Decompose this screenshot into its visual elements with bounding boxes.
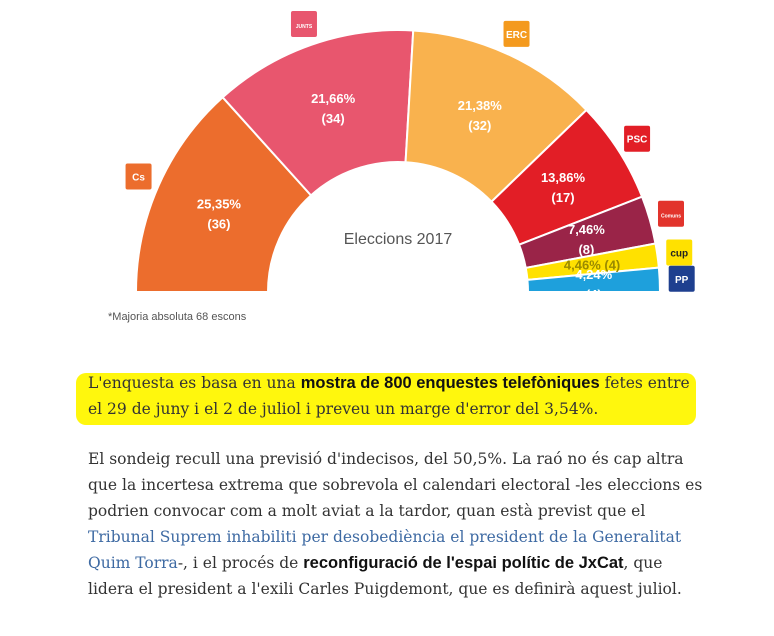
svg-text:Cs: Cs — [132, 172, 145, 183]
segment-seats-label: (32) — [468, 118, 491, 133]
chart-title: Eleccions 2017 — [344, 231, 453, 248]
seat-chart: 25,35% (36) 21,66% (34) 21,38% (32) 13,86% (17)… — [108, 11, 695, 323]
p1-text-b: fetes entre el 29 de juny i el 2 de juli… — [88, 374, 690, 418]
segment-1 — [221, 29, 415, 197]
party-logo-icon: ERC — [503, 20, 530, 47]
p2-bold-text: reconfiguració de l'espai polític de JxC… — [303, 554, 624, 572]
chart-footnote: *Majoria absoluta 68 escons — [108, 311, 247, 323]
p2-text-c: , que lidera el president a l'exili Carl… — [88, 554, 682, 598]
segment-seats-label: (36) — [207, 216, 230, 231]
segment-percent-label: 21,38% — [458, 98, 503, 113]
party-logo-icon: PSC — [624, 125, 651, 152]
svg-text:PP: PP — [675, 275, 689, 286]
segment-6 — [526, 266, 662, 293]
p2-text-a: El sondeig recull una previsió d'indecis… — [88, 450, 703, 520]
p1-text-a: L'enquesta es basa en una — [88, 374, 301, 392]
party-logo-icon: Cs — [125, 163, 152, 190]
segment-seats-label: (34) — [322, 111, 345, 126]
segment-0 — [134, 95, 313, 293]
party-logo-icon: cup — [666, 239, 693, 266]
svg-text:Comuns: Comuns — [661, 214, 681, 220]
article-link[interactable]: Tribunal Suprem inhabiliti per desobediè… — [88, 528, 682, 572]
party-logo-icon: JUNTS — [290, 11, 317, 38]
article-paragraph-2: El sondeig recull una previsió d'indecis… — [88, 446, 708, 602]
segment-percent-label: 4,46% (4) — [564, 258, 620, 273]
segment-seats-label: (17) — [551, 190, 574, 205]
p2-text-b: -, i el procés de — [177, 554, 304, 572]
svg-text:JUNTS: JUNTS — [296, 24, 313, 30]
segment-percent-label: 21,66% — [311, 91, 356, 106]
segment-percent-label: 25,35% — [197, 196, 242, 211]
highlight-marker — [76, 373, 696, 425]
svg-text:cup: cup — [670, 248, 688, 259]
article-paragraph-1: L'enquesta es basa en una mostra de 800 … — [88, 370, 708, 422]
p1-bold-text: mostra de 800 enquestes telefòniques — [300, 374, 600, 392]
segment-percent-label: 4,24% — [575, 267, 612, 282]
party-logo-icon: PP — [668, 265, 695, 292]
segment-percent-label: 13,86% — [541, 170, 586, 185]
segment-seats-label: (8) — [578, 242, 594, 257]
segment-seats-label: (4) — [586, 287, 602, 302]
party-logo-icon: Comuns — [657, 200, 684, 227]
segment-percent-label: 7,46% — [568, 222, 605, 237]
svg-text:PSC: PSC — [627, 135, 648, 146]
svg-text:ERC: ERC — [506, 30, 527, 41]
